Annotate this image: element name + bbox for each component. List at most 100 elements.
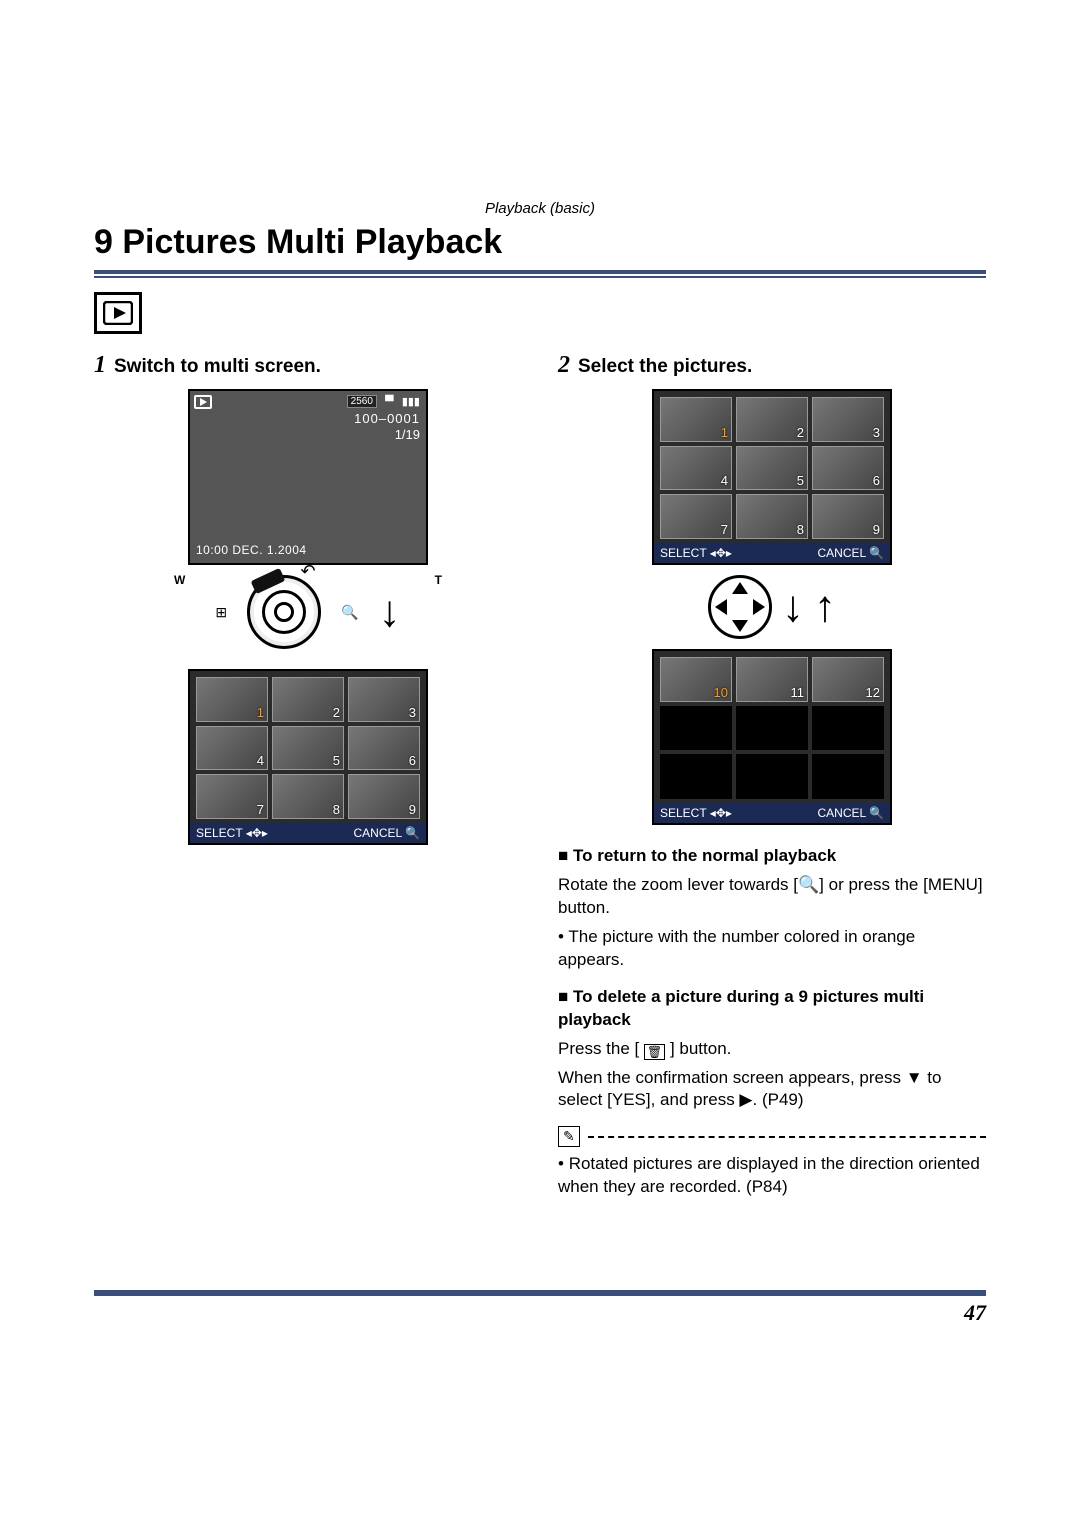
footer-cancel: CANCEL	[817, 546, 865, 560]
title-rule	[94, 270, 986, 278]
thumbnail-number: 4	[257, 753, 264, 768]
thumbnail-number: 3	[409, 705, 416, 720]
file-number: 100–0001	[354, 411, 420, 426]
lcd-multi-grid-2a: 1 2 3 4 5 6 7 8 9 SELECT ◂✥▸ CANCEL 🔍	[652, 389, 892, 565]
return-normal-bullet: The picture with the number colored in o…	[558, 926, 986, 972]
step2-number: 2	[558, 352, 570, 379]
columns: 1 Switch to multi screen. 2560 ▝▘ ▮▮▮ 10…	[94, 352, 986, 1205]
thumb-grid: 10 11 12	[660, 657, 884, 799]
thumbnail: 7	[196, 774, 268, 819]
thumbnail-number: 10	[714, 685, 728, 700]
dpad-icon	[708, 575, 772, 639]
thumbnail-number: 1	[257, 705, 264, 720]
up-arrow: ↑	[814, 582, 836, 632]
page-number: 47	[94, 1300, 986, 1326]
page-title: 9 Pictures Multi Playback	[94, 223, 986, 262]
thumbnail: 8	[736, 494, 808, 539]
step1-title: Switch to multi screen.	[114, 356, 321, 378]
thumbnail: 2	[272, 677, 344, 722]
column-left: 1 Switch to multi screen. 2560 ▝▘ ▮▮▮ 10…	[94, 352, 522, 1205]
step1-number: 1	[94, 352, 106, 379]
thumbnail: 5	[272, 726, 344, 771]
lcd-status-bar: 2560 ▝▘ ▮▮▮	[347, 395, 420, 408]
thumbnail-number: 2	[797, 425, 804, 440]
thumbnail: 4	[196, 726, 268, 771]
step2-header: 2 Select the pictures.	[558, 352, 986, 379]
thumbnail-number: 8	[333, 802, 340, 817]
footer-select: SELECT	[660, 546, 706, 560]
thumbnail: 1	[196, 677, 268, 722]
thumb-grid: 1 2 3 4 5 6 7 8 9	[660, 397, 884, 539]
magnify-icon: 🔍	[341, 604, 358, 621]
note-bullet: Rotated pictures are displayed in the di…	[558, 1153, 986, 1199]
thumbnail: 6	[348, 726, 420, 771]
thumbnail-number: 6	[873, 473, 880, 488]
thumbnail-number: 5	[797, 473, 804, 488]
thumbnail-empty	[736, 754, 808, 799]
zoom-tele-label: T	[435, 573, 442, 587]
zoom-wide-label: W	[174, 573, 185, 587]
footer-cancel: CANCEL	[353, 826, 401, 840]
battery-icon: ▮▮▮	[402, 395, 420, 408]
delete-body-1: Press the [ 🗑 ] button.	[558, 1038, 986, 1061]
down-arrow: ↓	[379, 587, 401, 637]
image-index: 1/19	[395, 427, 420, 442]
section-label: Playback (basic)	[94, 200, 986, 217]
thumbnail-number: 11	[791, 685, 805, 700]
delete-body-2: When the confirmation screen appears, pr…	[558, 1067, 986, 1113]
thumbnail: 3	[348, 677, 420, 722]
datetime: 10:00 DEC. 1.2004	[196, 543, 307, 557]
thumbnail-number: 4	[721, 473, 728, 488]
page-footer: 47	[94, 1290, 986, 1326]
thumbnail: 9	[812, 494, 884, 539]
lcd-single-playback: 2560 ▝▘ ▮▮▮ 100–0001 1/19 10:00 DEC. 1.2…	[188, 389, 428, 565]
thumb-grid: 1 2 3 4 5 6 7 8 9	[196, 677, 420, 819]
thumbnail-number: 7	[721, 522, 728, 537]
return-normal-body: Rotate the zoom lever towards [🔍] or pre…	[558, 874, 986, 920]
thumbnail-empty	[736, 706, 808, 751]
thumbnail-empty	[660, 754, 732, 799]
thumbnail-empty	[812, 754, 884, 799]
multi-icon: ⊞	[215, 604, 227, 621]
thumbnail-number: 8	[797, 522, 804, 537]
trash-icon: 🗑	[644, 1044, 665, 1060]
footer-cancel: CANCEL	[817, 806, 865, 820]
thumbnail: 9	[348, 774, 420, 819]
return-normal-heading: To return to the normal playback	[558, 845, 986, 868]
thumbnail: 6	[812, 446, 884, 491]
thumbnail: 1	[660, 397, 732, 442]
playback-mode-icon	[94, 292, 142, 334]
step2-title: Select the pictures.	[578, 356, 752, 378]
thumbnail-number: 9	[409, 802, 416, 817]
thumbnail-number: 7	[257, 802, 264, 817]
column-right: 2 Select the pictures. 123456789 SELECT …	[558, 352, 986, 1205]
lcd-multi-grid-2b: 10 11 12 SELECT ◂✥▸ CANCEL 🔍	[652, 649, 892, 825]
thumbnail: 8	[272, 774, 344, 819]
lcd-footer: SELECT ◂✥▸ CANCEL 🔍	[654, 543, 890, 563]
zoom-lever	[247, 575, 321, 649]
lcd-multi-grid-1: 1 2 3 4 5 6 7 8 9 SELECT ◂✥▸ CANCEL 🔍	[188, 669, 428, 845]
thumbnail: 3	[812, 397, 884, 442]
thumbnail-number: 9	[873, 522, 880, 537]
thumbnail: 12	[812, 657, 884, 702]
note-icon: ✎	[558, 1126, 580, 1147]
lcd-footer: SELECT ◂✥▸ CANCEL 🔍	[190, 823, 426, 843]
thumbnail-empty	[660, 706, 732, 751]
thumbnail-empty	[812, 706, 884, 751]
thumbnail-number: 1	[721, 425, 728, 440]
note-divider: ✎	[558, 1126, 986, 1147]
thumbnail-number: 6	[409, 753, 416, 768]
thumbnail-number: 12	[866, 685, 880, 700]
lcd-footer: SELECT ◂✥▸ CANCEL 🔍	[654, 803, 890, 823]
thumbnail: 2	[736, 397, 808, 442]
play-icon	[194, 395, 212, 409]
thumbnail-number: 2	[333, 705, 340, 720]
zoom-lever-figure: ↶ W T ⊞ 🔍 ↓	[94, 575, 522, 661]
thumbnail: 5	[736, 446, 808, 491]
down-arrow: ↓	[782, 582, 804, 632]
thumbnail-number: 5	[333, 753, 340, 768]
thumbnail: 10	[660, 657, 732, 702]
resolution-tag: 2560	[347, 395, 377, 408]
thumbnail: 11	[736, 657, 808, 702]
thumbnail-number: 3	[873, 425, 880, 440]
